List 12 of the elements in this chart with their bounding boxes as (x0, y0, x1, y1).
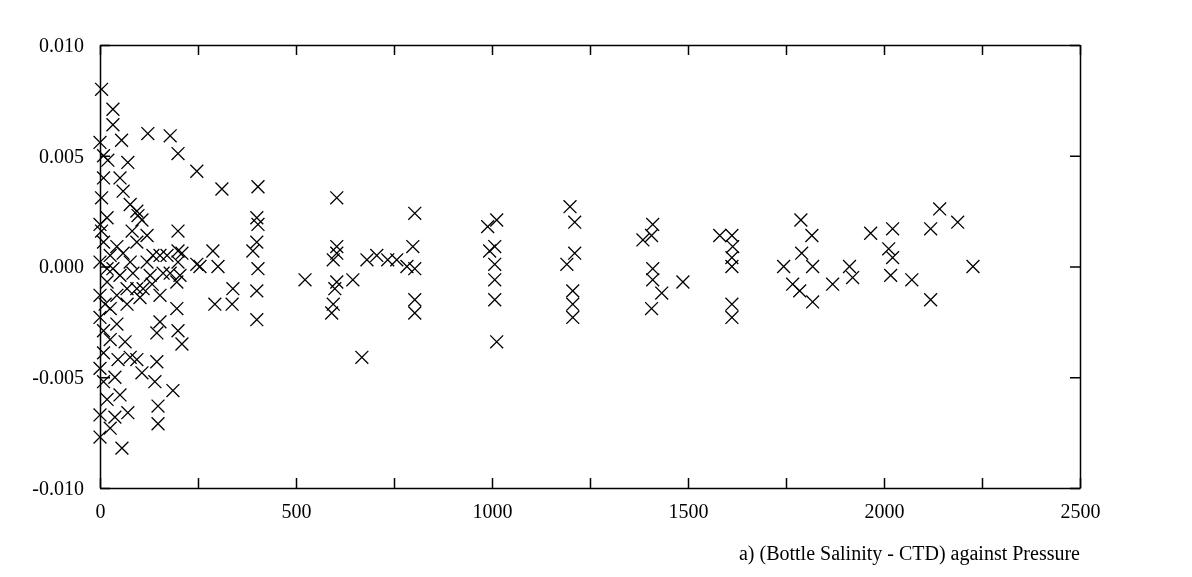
text: a) (Bottle Salinity - CTD) against Pressure (738, 542, 1081, 565)
y-tick-label: -0.010 (32, 476, 84, 499)
x-tick-label: 2000 (864, 500, 905, 523)
x-tick-label: 0 (95, 500, 106, 523)
x-tick-label: 2500 (1060, 500, 1101, 523)
x-tick-label: 1000 (472, 500, 513, 523)
x-tick-label: 500 (281, 500, 312, 523)
y-tick-label: 0.005 (39, 144, 84, 167)
y-tick-label: 0.010 (39, 33, 84, 56)
y-tick-label: 0.000 (39, 255, 84, 278)
y-tick-label: -0.005 (32, 366, 84, 389)
x-tick-label: 1500 (668, 500, 709, 523)
